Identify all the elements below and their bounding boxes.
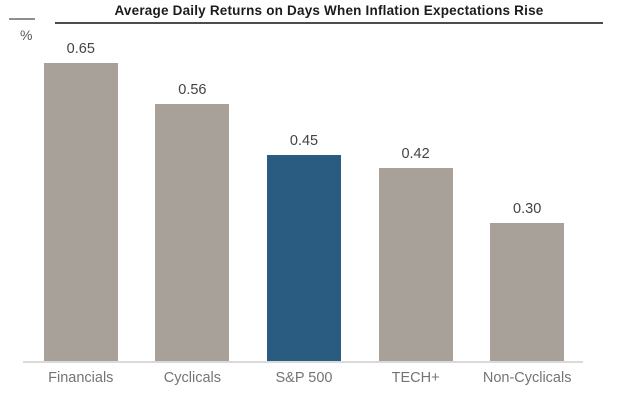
x-axis-label-cyclicals: Cyclicals: [163, 370, 221, 386]
chart-title: Average Daily Returns on Days When Infla…: [55, 0, 603, 24]
bar-cyclicals: [155, 104, 230, 361]
bar-value-label: 0.42: [401, 146, 430, 162]
y-axis-unit-label: %: [20, 27, 33, 43]
bar-column-financials: 0.65: [25, 40, 137, 361]
x-axis-line: [23, 361, 583, 363]
x-axis-label-financials: Financials: [48, 370, 114, 386]
bar-value-label: 0.45: [289, 133, 319, 149]
x-axis-labels: Financials Cyclicals S&P 500 TECH+ Non-Cycli…: [25, 370, 583, 386]
bar-column-s-p-500: 0.45: [248, 40, 360, 361]
bar-column-tech: 0.42: [360, 40, 472, 361]
bar-non-cyclicals: [490, 223, 565, 361]
bar-value-label: 0.30: [513, 201, 542, 217]
plot-area: 0.65 0.56 0.45 0.42 0.30: [25, 40, 583, 361]
bar-column-non-cyclicals: 0.30: [471, 40, 583, 361]
x-axis-label-non-cyclicals: Non-Cyclicals: [482, 370, 572, 386]
x-axis-label-tech: TECH+: [391, 370, 440, 386]
x-axis-label-s-p-500: S&P 500: [275, 370, 333, 386]
header-rule-left: [9, 18, 35, 20]
bar-value-label: 0.65: [66, 41, 95, 57]
bar-s-p-500: [266, 155, 341, 361]
bar-value-label: 0.56: [178, 82, 207, 98]
bar-column-cyclicals: 0.56: [137, 40, 249, 361]
bar-tech: [378, 168, 453, 361]
bar-financials: [43, 63, 118, 361]
